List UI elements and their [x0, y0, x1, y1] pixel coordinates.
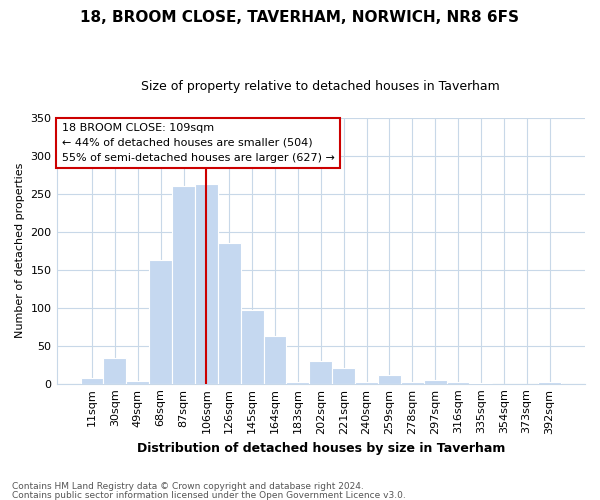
- Bar: [103, 358, 127, 384]
- X-axis label: Distribution of detached houses by size in Taverham: Distribution of detached houses by size …: [137, 442, 505, 455]
- Bar: [127, 382, 149, 384]
- Title: Size of property relative to detached houses in Taverham: Size of property relative to detached ho…: [142, 80, 500, 93]
- Bar: [286, 382, 310, 384]
- Bar: [424, 380, 446, 384]
- Bar: [378, 376, 401, 384]
- Bar: [149, 260, 172, 384]
- Bar: [241, 310, 263, 384]
- Bar: [172, 186, 195, 384]
- Bar: [355, 382, 378, 384]
- Bar: [195, 184, 218, 384]
- Bar: [332, 368, 355, 384]
- Text: 18 BROOM CLOSE: 109sqm
← 44% of detached houses are smaller (504)
55% of semi-de: 18 BROOM CLOSE: 109sqm ← 44% of detached…: [62, 123, 335, 162]
- Bar: [218, 243, 241, 384]
- Text: 18, BROOM CLOSE, TAVERHAM, NORWICH, NR8 6FS: 18, BROOM CLOSE, TAVERHAM, NORWICH, NR8 …: [80, 10, 520, 25]
- Bar: [446, 382, 469, 384]
- Bar: [310, 361, 332, 384]
- Text: Contains HM Land Registry data © Crown copyright and database right 2024.: Contains HM Land Registry data © Crown c…: [12, 482, 364, 491]
- Bar: [80, 378, 103, 384]
- Y-axis label: Number of detached properties: Number of detached properties: [15, 163, 25, 338]
- Bar: [469, 383, 493, 384]
- Text: Contains public sector information licensed under the Open Government Licence v3: Contains public sector information licen…: [12, 490, 406, 500]
- Bar: [263, 336, 286, 384]
- Bar: [401, 382, 424, 384]
- Bar: [538, 382, 561, 384]
